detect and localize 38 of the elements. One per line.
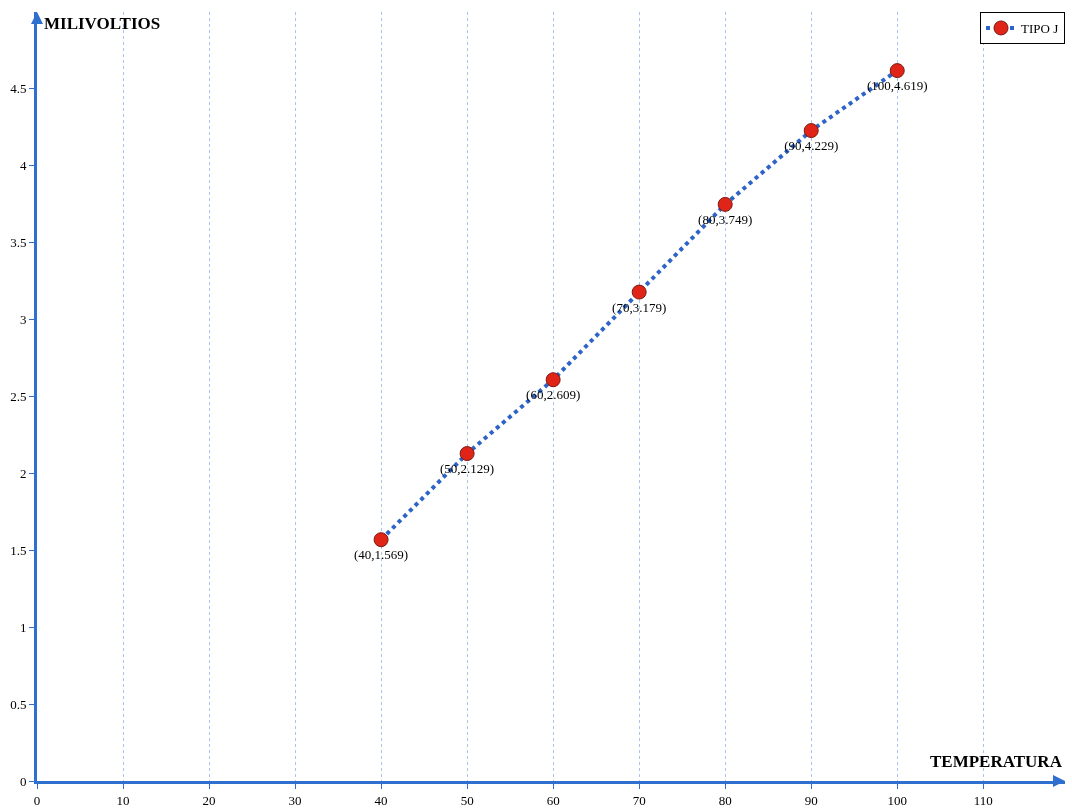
x-tick-label: 50 (460, 792, 474, 808)
x-tick-label: 100 (887, 792, 907, 808)
data-label: (80,3.749) (698, 211, 753, 227)
data-label: (60,2.609) (526, 387, 581, 403)
y-tick-label: 3 (19, 312, 27, 328)
y-tick-label: 1 (19, 619, 27, 635)
point (803, 123, 819, 139)
y-tick-label: 2 (19, 465, 27, 481)
x-tick-label: 30 (288, 792, 302, 808)
data-label: (40,1.569) (354, 547, 409, 563)
point (373, 532, 389, 548)
y-tick-label: 0.5 (10, 696, 27, 712)
x-axis-title: TEMPERATURA (930, 752, 1063, 771)
x-tick-label: 70 (632, 792, 646, 808)
point (545, 372, 561, 388)
data-label: (90,4.229) (784, 138, 839, 154)
x-tick-label: 40 (374, 792, 388, 808)
x-tick-label: 0 (33, 792, 41, 808)
x-tick-label: 110 (973, 792, 993, 808)
point (717, 196, 733, 212)
y-tick-label: 1.5 (10, 542, 27, 558)
x-tick-label: 20 (202, 792, 216, 808)
y-tick-label: 3.5 (10, 235, 27, 251)
point (459, 446, 475, 462)
x-tick-label: 10 (116, 792, 130, 808)
y-axis-title: MILIVOLTIOS (44, 14, 161, 33)
point (631, 284, 647, 300)
y-tick-label: 4.5 (10, 81, 27, 97)
y-tick-label: 2.5 (10, 389, 27, 405)
y-tick-label: 0 (19, 773, 27, 789)
x-tick-label: 80 (718, 792, 732, 808)
point (889, 63, 905, 79)
x-tick-label: 90 (804, 792, 818, 808)
y-tick-label: 4 (19, 158, 27, 174)
data-label: (50,2.129) (440, 461, 495, 477)
legend-label: TIPO J (1021, 21, 1059, 37)
x-tick-label: 60 (546, 792, 560, 808)
data-label: (70,3.179) (612, 299, 667, 315)
